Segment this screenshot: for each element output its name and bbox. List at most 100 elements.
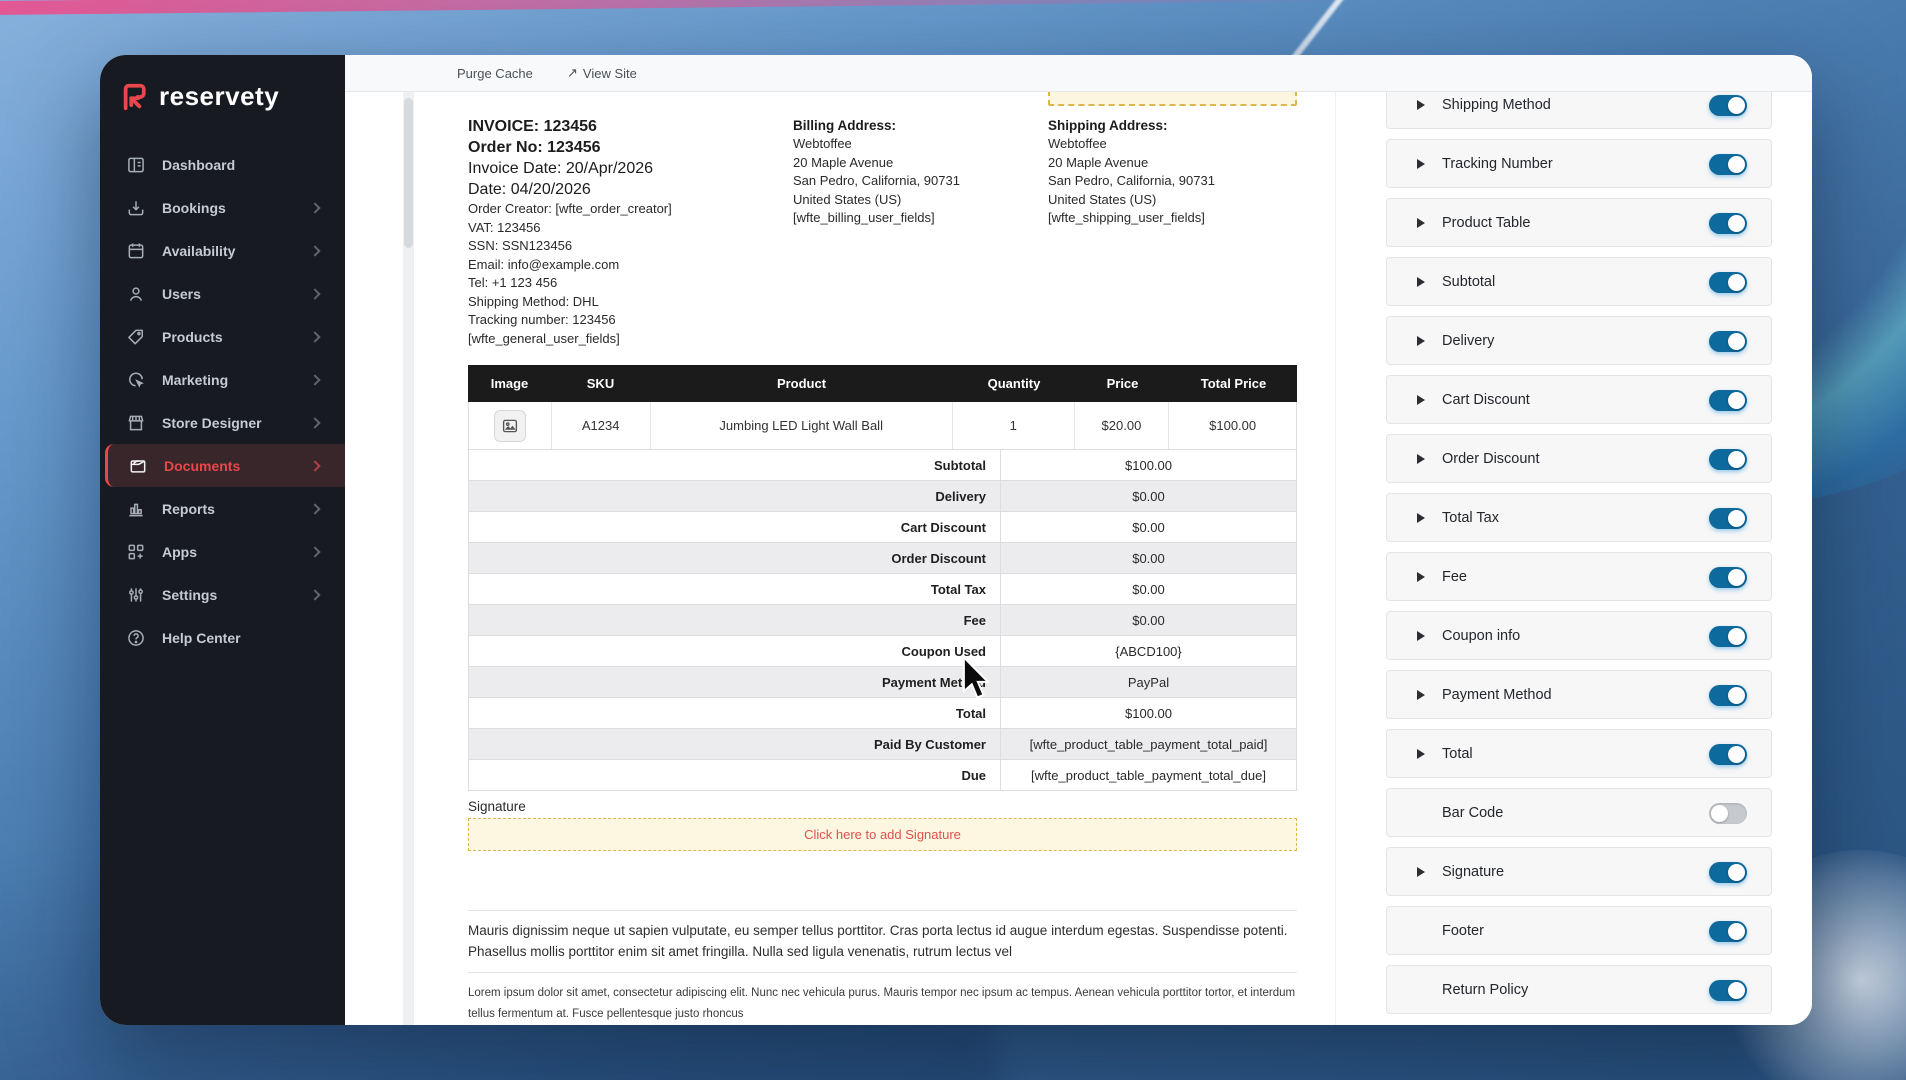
summary-row-delivery[interactable]: Delivery $0.00 [468,481,1297,512]
summary-row-cart-discount[interactable]: Cart Discount $0.00 [468,512,1297,543]
summary-row-paid-by-customer[interactable]: Paid By Customer [wfte_product_table_pay… [468,729,1297,760]
topbar: Purge Cache ↗ View Site [345,55,1812,92]
toggle-tracking-number[interactable] [1709,154,1747,175]
expand-arrow-icon[interactable] [1417,571,1425,582]
vat: VAT: 123456 [468,219,541,235]
panel-card-product-table[interactable]: Product Table [1386,198,1772,247]
view-site-link[interactable]: ↗ View Site [567,65,637,81]
sidebar-item-label: Users [162,285,201,302]
panel-card-footer[interactable]: Footer [1386,906,1772,955]
expand-arrow-icon[interactable] [1417,866,1425,877]
sidebar-item-bookings[interactable]: Bookings [100,186,345,229]
footer-paragraph[interactable]: Mauris dignissim neque ut sapien vulputa… [468,923,1288,959]
sidebar-item-apps[interactable]: Apps [100,530,345,573]
summary-row-total[interactable]: Total $100.00 [468,698,1297,729]
sidebar-item-documents[interactable]: Documents [105,444,345,487]
sidebar-item-marketing[interactable]: Marketing [100,358,345,401]
toggle-footer[interactable] [1709,921,1747,942]
expand-arrow-icon[interactable] [1417,394,1425,405]
expand-arrow-icon[interactable] [1417,748,1425,759]
bookings-icon [126,198,146,218]
invoice-meta-block[interactable]: INVOICE: 123456 Order No: 123456 Invoice… [468,116,672,348]
summary-row-due[interactable]: Due [wfte_product_table_payment_total_du… [468,760,1297,791]
panel-card-total-tax[interactable]: Total Tax [1386,493,1772,542]
panel-card-shipping-method[interactable]: Shipping Method [1386,92,1772,129]
summary-row-fee[interactable]: Fee $0.00 [468,605,1297,636]
panel-card-label: Cart Discount [1442,391,1530,408]
panel-card-bar-code[interactable]: Bar Code [1386,788,1772,837]
toggle-coupon-info[interactable] [1709,626,1747,647]
summary-label: Subtotal [469,450,1001,480]
product-table[interactable]: Image SKU Product Quantity Price Total P… [468,365,1297,450]
panel-card-subtotal[interactable]: Subtotal [1386,257,1772,306]
panel-card-total[interactable]: Total [1386,729,1772,778]
toggle-cart-discount[interactable] [1709,390,1747,411]
summary-row-total-tax[interactable]: Total Tax $0.00 [468,574,1297,605]
toggle-total-tax[interactable] [1709,508,1747,529]
panel-card-order-discount[interactable]: Order Discount [1386,434,1772,483]
expand-arrow-icon[interactable] [1417,512,1425,523]
panel-card-label: Coupon info [1442,627,1521,644]
sidebar-item-help-center[interactable]: Help Center [100,616,345,659]
panel-card-label: Delivery [1442,332,1495,349]
panel-card-cart-discount[interactable]: Cart Discount [1386,375,1772,424]
sidebar-item-products[interactable]: Products [100,315,345,358]
sidebar-item-label: Bookings [162,199,226,216]
toggle-signature[interactable] [1709,862,1747,883]
sidebar-item-store-designer[interactable]: Store Designer [100,401,345,444]
shipping-address-block[interactable]: Shipping Address: Webtoffee 20 Maple Ave… [1048,116,1215,228]
sidebar-item-dashboard[interactable]: Dashboard [100,143,345,186]
expand-arrow-icon[interactable] [1417,689,1425,700]
summary-row-coupon-used[interactable]: Coupon Used {ABCD100} [468,636,1297,667]
product-name: Jumbing LED Light Wall Ball [651,402,953,449]
billing-address-block[interactable]: Billing Address: Webtoffee 20 Maple Aven… [793,116,960,228]
toggle-total[interactable] [1709,744,1747,765]
chevron-right-icon [309,459,321,472]
return-policy-paragraph[interactable]: Lorem ipsum dolor sit amet, consectetur … [468,987,1296,1020]
shipping-line: [wfte_shipping_user_fields] [1048,210,1205,225]
panel-card-signature[interactable]: Signature [1386,847,1772,896]
sidebar-item-reports[interactable]: Reports [100,487,345,530]
summary-row-payment-method[interactable]: Payment Method PayPal [468,667,1297,698]
expand-arrow-icon[interactable] [1417,276,1425,287]
panel-card-label: Footer [1442,922,1484,939]
sidebar-item-label: Products [162,328,223,345]
toggle-shipping-method[interactable] [1709,95,1747,116]
sidebar-item-users[interactable]: Users [100,272,345,315]
sidebar-item-availability[interactable]: Availability [100,229,345,272]
chevron-right-icon [309,244,321,257]
sidebar-item-label: Dashboard [162,156,236,173]
expand-arrow-icon[interactable] [1417,158,1425,169]
toggle-payment-method[interactable] [1709,685,1747,706]
toggle-subtotal[interactable] [1709,272,1747,293]
toggle-delivery[interactable] [1709,331,1747,352]
add-signature-button[interactable]: Click here to add Signature [468,818,1297,851]
panel-card-delivery[interactable]: Delivery [1386,316,1772,365]
summary-label: Delivery [469,481,1001,511]
shipping-line: 20 Maple Avenue [1048,154,1149,170]
toggle-fee[interactable] [1709,567,1747,588]
panel-card-coupon-info[interactable]: Coupon info [1386,611,1772,660]
expand-arrow-icon[interactable] [1417,99,1425,110]
expand-arrow-icon[interactable] [1417,453,1425,464]
panel-card-tracking-number[interactable]: Tracking Number [1386,139,1772,188]
toggle-product-table[interactable] [1709,213,1747,234]
toggle-return-policy[interactable] [1709,980,1747,1001]
expand-arrow-icon[interactable] [1417,335,1425,346]
panel-card-fee[interactable]: Fee [1386,552,1772,601]
brand-logo[interactable]: reservety [120,81,279,112]
summary-row-order-discount[interactable]: Order Discount $0.00 [468,543,1297,574]
expand-arrow-icon[interactable] [1417,630,1425,641]
panel-card-return-policy[interactable]: Return Policy [1386,965,1772,1014]
document-scrollbar[interactable] [403,92,414,1025]
purge-cache-button[interactable]: Purge Cache [457,65,533,81]
sidebar-item-settings[interactable]: Settings [100,573,345,616]
scrollbar-thumb[interactable] [404,98,413,248]
expand-arrow-icon[interactable] [1417,217,1425,228]
reports-icon [126,499,146,519]
toggle-order-discount[interactable] [1709,449,1747,470]
toggle-bar-code[interactable] [1709,803,1747,824]
invoice-logo-placeholder[interactable] [1048,92,1297,106]
panel-card-payment-method[interactable]: Payment Method [1386,670,1772,719]
summary-row-subtotal[interactable]: Subtotal $100.00 [468,450,1297,481]
